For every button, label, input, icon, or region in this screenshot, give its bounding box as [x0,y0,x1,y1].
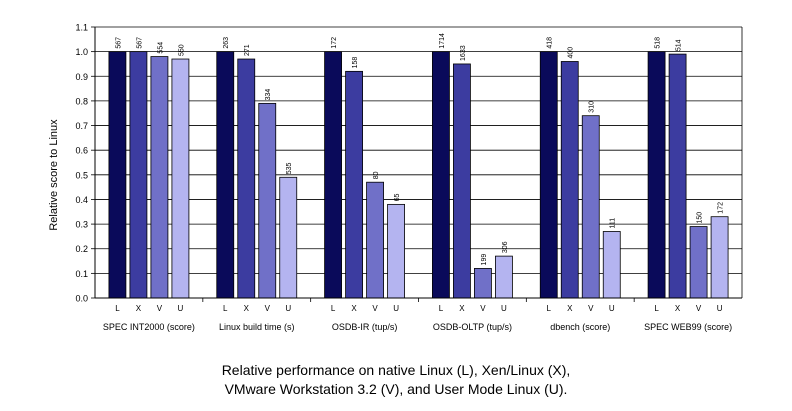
data-label: 518 [655,37,662,49]
bar-label: X [675,304,681,313]
data-label: 263 [223,37,230,49]
data-label: 550 [178,44,185,56]
bar-label: X [136,304,142,313]
bar [560,61,579,299]
bar [539,51,558,299]
bar-label: V [696,304,702,313]
data-label: 199 [481,254,488,266]
group-label: OSDB-IR (tup/s) [332,322,398,332]
data-label: 514 [676,39,683,51]
bar [345,70,363,299]
bar-label: L [223,304,228,313]
data-label: 418 [547,37,554,49]
bar [668,53,687,299]
bar [108,51,127,299]
bar [279,176,298,299]
data-label: 271 [244,44,251,56]
bar-label: L [331,304,336,313]
group-label: SPEC WEB99 (score) [644,322,732,332]
group-label: Linux build time (s) [219,322,295,332]
bar-label: X [244,304,250,313]
data-label: 554 [157,42,164,54]
group-label: OSDB-OLTP (tup/s) [433,322,512,332]
bar-label: X [459,304,465,313]
bar-label: V [372,304,378,313]
bar [581,115,600,299]
bar [710,216,729,299]
y-tick-label: 0.7 [75,121,88,131]
bar-label: L [115,304,120,313]
bar [258,102,277,299]
bar [171,58,190,299]
group-label: dbench (score) [550,322,610,332]
y-axis-label: Relative score to Linux [48,119,60,231]
gridlines [95,26,742,299]
y-tick-label: 0.6 [75,146,88,156]
data-label: 65 [394,193,401,201]
data-label: 80 [373,171,380,179]
bar-label: V [480,304,486,313]
data-label: 172 [718,202,725,214]
y-tick-label: 0.8 [75,96,88,106]
axes [91,26,743,302]
bar-label: V [588,304,594,313]
bar [216,51,235,299]
data-label: 306 [502,241,509,253]
y-tick-label: 0.9 [75,72,88,82]
bar-label: L [439,304,444,313]
bar-label: U [178,304,184,313]
data-label: 400 [568,47,575,59]
bar-label: U [501,304,507,313]
data-label: 172 [331,37,338,49]
bar [647,51,666,299]
bar-label: U [285,304,291,313]
y-tick-label: 0.3 [75,220,88,230]
bar-label: U [717,304,723,313]
data-label: 1633 [460,45,467,61]
bar-label: L [654,304,659,313]
bar-label: X [567,304,573,313]
bar [432,51,450,299]
data-label: 334 [265,89,272,101]
labels: 0.0 0.1 0.2 0.3 0.4 0.5 0.6 0.7 0.8 0.9 1.0 1.1 567 L… [75,23,732,333]
bar [453,63,471,299]
bar [474,268,492,299]
group-label: SPEC INT2000 (score) [103,322,195,332]
y-tick-label: 0.0 [75,294,88,304]
bar-label: U [393,304,399,313]
data-label: 111 [610,218,617,229]
y-tick-label: 1.1 [75,23,88,33]
y-tick-label: 0.2 [75,244,88,254]
bar [324,51,342,299]
caption-line-2: VMware Workstation 3.2 (V), and User Mod… [224,381,568,397]
caption-line-1: Relative performance on native Linux (L)… [221,362,571,378]
bar-label: X [351,304,357,313]
y-tick-label: 0.5 [75,170,88,180]
bar [387,203,405,299]
data-label: 567 [115,37,122,49]
y-tick-label: 0.4 [75,195,88,205]
bar [129,51,148,299]
bar-label: V [265,304,271,313]
y-tick-label: 1.0 [75,47,88,57]
bar-label: L [547,304,552,313]
y-tick-label: 0.1 [75,269,88,279]
data-label: 158 [352,57,359,69]
bar-label: U [609,304,615,313]
bar [495,255,513,299]
data-label: 150 [697,212,704,224]
bars [108,51,729,299]
bar [150,56,169,299]
data-label: 567 [136,37,143,49]
bar [237,58,256,299]
bar [366,181,384,299]
data-label: 535 [286,162,293,174]
bar [602,231,621,299]
bar-label: V [157,304,163,313]
data-label: 310 [589,101,596,113]
bar [689,226,708,299]
data-label: 1714 [439,33,446,49]
